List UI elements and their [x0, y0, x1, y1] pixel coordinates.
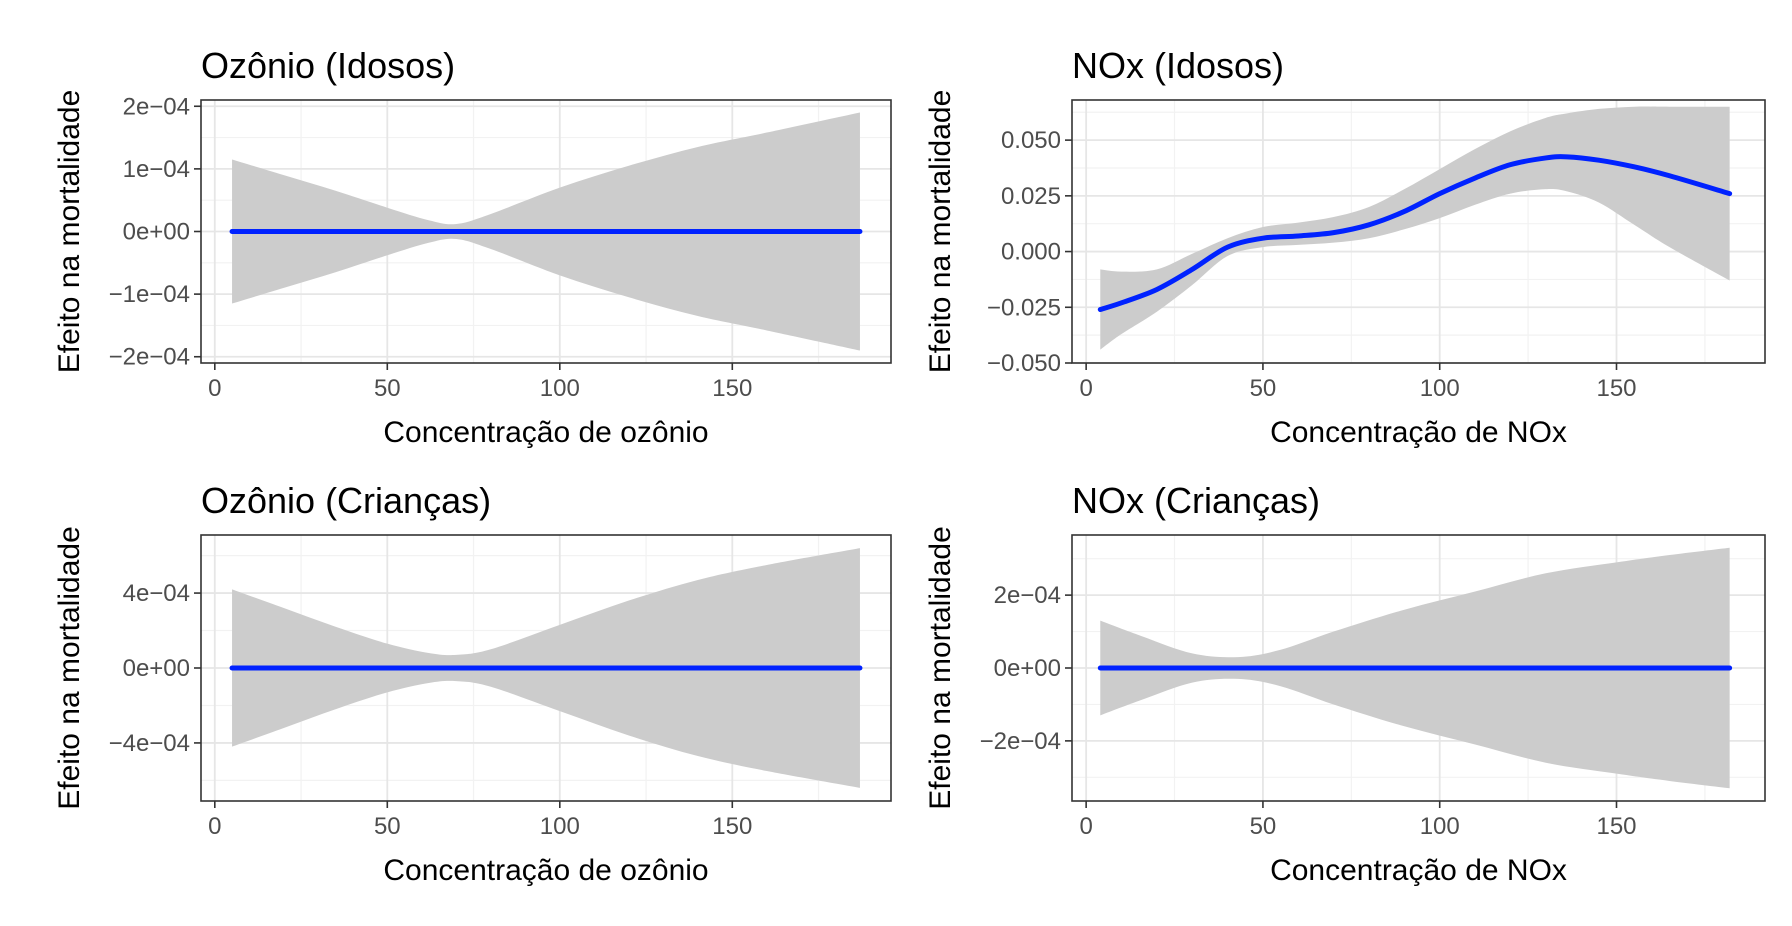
x-tick-label: 50	[374, 375, 401, 402]
x-axis-title: Concentração de ozônio	[383, 854, 708, 887]
y-tick-label: −2e−04	[980, 728, 1061, 755]
confidence-band	[1100, 106, 1730, 350]
x-tick-label: 50	[1250, 375, 1277, 402]
panel-border	[1071, 99, 1766, 364]
x-axis-title: Concentração de ozônio	[383, 416, 708, 449]
chart-panel-1: 0 50 100 150 −2e−04 −1e−04 0e+00 1e−04 2e−04 Ozôn…	[53, 45, 892, 449]
x-tick-label: 50	[1250, 813, 1277, 840]
y-tick-label: −0.025	[987, 294, 1061, 321]
x-tick-label: 100	[1420, 375, 1460, 402]
chart-title: Ozônio (Idosos)	[201, 45, 455, 86]
y-tick-label: −2e−04	[109, 344, 190, 371]
y-tick-label: 0.050	[1001, 127, 1061, 154]
y-tick-label: 0.000	[1001, 239, 1061, 266]
x-tick-label: 100	[1420, 813, 1460, 840]
y-tick-label: −0.050	[987, 350, 1061, 377]
y-axis-title: Efeito na mortalidade	[53, 526, 86, 810]
chart-title: Ozônio (Crianças)	[201, 480, 491, 521]
x-tick-label: 150	[1596, 813, 1636, 840]
chart-panel-4: 0 50 100 150 −2e−04 0e+00 2e−04 NOx (Crianças) C…	[924, 480, 1766, 887]
y-axis-title: Efeito na mortalidade	[924, 90, 957, 374]
x-tick-label: 100	[540, 375, 580, 402]
y-axis-title: Efeito na mortalidade	[53, 90, 86, 374]
chart-title: NOx (Idosos)	[1072, 45, 1284, 86]
x-axis-title: Concentração de NOx	[1270, 854, 1567, 887]
x-tick-label: 50	[374, 813, 401, 840]
y-tick-label: 0e+00	[123, 655, 190, 682]
y-tick-label: −4e−04	[109, 730, 190, 757]
x-axis-title: Concentração de NOx	[1270, 416, 1567, 449]
y-tick-label: 1e−04	[123, 156, 190, 183]
x-tick-label: 150	[712, 375, 752, 402]
y-tick-label: 0.025	[1001, 183, 1061, 210]
y-tick-label: 2e−04	[994, 582, 1061, 609]
chart-panel-3: 0 50 100 150 −4e−04 0e+00 4e−04 Ozônio (Criança…	[53, 480, 892, 887]
x-tick-label: 0	[208, 375, 221, 402]
chart-panel-2: 0 50 100 150 −0.050 −0.025 0.000 0.025 0.050 NOx …	[924, 45, 1766, 449]
y-tick-label: 0e+00	[994, 655, 1061, 682]
x-tick-label: 0	[208, 813, 221, 840]
x-tick-label: 0	[1079, 813, 1092, 840]
y-tick-label: −1e−04	[109, 281, 190, 308]
x-tick-label: 150	[1596, 375, 1636, 402]
fitted-line	[1097, 154, 1733, 313]
y-tick-label: 4e−04	[123, 580, 190, 607]
y-tick-label: 0e+00	[123, 219, 190, 246]
x-tick-label: 150	[712, 813, 752, 840]
x-tick-label: 100	[540, 813, 580, 840]
chart-title: NOx (Crianças)	[1072, 480, 1320, 521]
x-tick-label: 0	[1079, 375, 1092, 402]
y-axis-title: Efeito na mortalidade	[924, 526, 957, 810]
y-tick-label: 2e−04	[123, 93, 190, 120]
